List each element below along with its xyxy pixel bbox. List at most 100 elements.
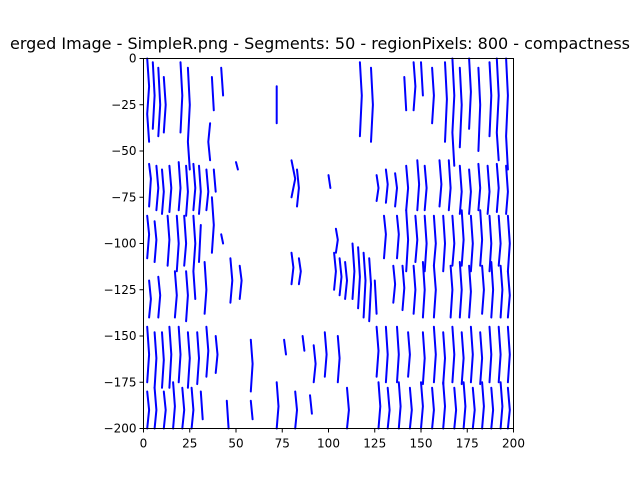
contour-segment-8 bbox=[220, 66, 225, 97]
contour-segment-152 bbox=[431, 386, 435, 430]
contour-segment-22 bbox=[495, 57, 500, 162]
contour-segment-47 bbox=[468, 168, 472, 215]
x-tick-label: 75 bbox=[275, 437, 290, 451]
contour-segment-7 bbox=[207, 122, 212, 162]
contour-segment-147 bbox=[377, 381, 382, 430]
contour-segment-37 bbox=[327, 174, 332, 189]
contour-segment-32 bbox=[205, 168, 210, 212]
contour-segment-10 bbox=[358, 61, 363, 138]
y-tick-label: −200 bbox=[104, 422, 137, 436]
contour-segment-67 bbox=[432, 214, 437, 267]
contour-segment-24 bbox=[148, 162, 152, 208]
contour-segment-72 bbox=[479, 209, 484, 267]
contour-segment-122 bbox=[396, 325, 400, 384]
contour-segment-81 bbox=[229, 257, 234, 304]
y-tick-label: 0 bbox=[129, 52, 137, 66]
contour-segment-137 bbox=[172, 381, 176, 430]
contour-segment-155 bbox=[462, 381, 467, 430]
contour-segment-49 bbox=[486, 164, 491, 215]
contour-segment-151 bbox=[420, 381, 424, 430]
contour-segment-48 bbox=[477, 162, 482, 212]
y-axis: 0 −25 −50 −75 −100 −125 −150 −175 −200 bbox=[104, 52, 144, 436]
contour-segment-42 bbox=[416, 159, 421, 212]
contour-segment-74 bbox=[497, 214, 502, 267]
contour-segment-133 bbox=[506, 325, 511, 384]
contour-segment-143 bbox=[275, 381, 280, 430]
contour-segment-135 bbox=[153, 386, 158, 430]
contour-segment-16 bbox=[444, 61, 448, 143]
contour-segment-50 bbox=[495, 162, 500, 213]
contour-segment-91 bbox=[368, 257, 372, 323]
x-tick-label: 25 bbox=[182, 437, 197, 451]
contour-segment-125 bbox=[432, 325, 437, 384]
x-tick-label: 0 bbox=[140, 437, 148, 451]
contour-segment-26 bbox=[161, 168, 165, 215]
y-tick-label: −175 bbox=[104, 375, 137, 389]
y-tick-label: −50 bbox=[111, 144, 136, 158]
contour-segment-156 bbox=[471, 386, 476, 430]
contour-segment-33 bbox=[212, 168, 217, 193]
contour-segment-104 bbox=[506, 270, 511, 319]
contour-segment-111 bbox=[196, 331, 200, 386]
x-tick-label: 175 bbox=[456, 437, 479, 451]
contour-segment-17 bbox=[451, 57, 456, 167]
contour-segment-51 bbox=[505, 164, 509, 215]
contour-segment-73 bbox=[488, 214, 493, 273]
contour-segment-105 bbox=[146, 325, 151, 384]
contour-segment-25 bbox=[155, 164, 160, 212]
contour-segment-144 bbox=[294, 390, 298, 430]
contour-segment-27 bbox=[168, 164, 173, 213]
contour-segment-62 bbox=[383, 214, 387, 260]
contour-segment-126 bbox=[442, 331, 446, 386]
contour-segment-158 bbox=[490, 386, 495, 430]
contour-segment-0 bbox=[146, 57, 151, 143]
contour-segment-115 bbox=[283, 338, 287, 356]
contour-segment-80 bbox=[203, 261, 208, 315]
contour-segment-69 bbox=[451, 214, 456, 267]
contour-segment-54 bbox=[166, 214, 171, 267]
contour-segment-59 bbox=[210, 196, 215, 254]
contour-segment-154 bbox=[453, 386, 458, 430]
contour-segment-99 bbox=[458, 261, 463, 319]
contour-segment-98 bbox=[449, 264, 454, 319]
contour-segment-132 bbox=[497, 325, 502, 384]
contour-segment-92 bbox=[373, 279, 378, 315]
contour-segment-113 bbox=[214, 335, 219, 374]
contour-segment-142 bbox=[249, 399, 254, 421]
contour-segment-118 bbox=[323, 331, 328, 378]
contour-segment-64 bbox=[405, 209, 410, 273]
contour-segment-57 bbox=[192, 214, 197, 300]
contour-segment-129 bbox=[469, 325, 474, 384]
contour-segment-90 bbox=[362, 251, 367, 319]
contour-segment-14 bbox=[420, 61, 424, 97]
contour-segment-45 bbox=[447, 159, 452, 212]
contour-segment-96 bbox=[421, 261, 426, 319]
contour-segment-84 bbox=[297, 257, 302, 286]
x-tick-label: 50 bbox=[228, 437, 243, 451]
contour-segment-116 bbox=[301, 335, 306, 352]
contour-segment-18 bbox=[458, 66, 463, 149]
contour-segment-148 bbox=[386, 386, 391, 430]
contour-segment-153 bbox=[442, 381, 446, 430]
y-tick-label: −150 bbox=[104, 329, 137, 343]
contour-segment-4 bbox=[179, 61, 184, 134]
contour-segment-149 bbox=[397, 381, 402, 430]
contour-segment-82 bbox=[238, 264, 243, 300]
contour-segment-127 bbox=[451, 325, 456, 384]
contour-segment-76 bbox=[148, 279, 152, 319]
contour-segment-86 bbox=[338, 257, 343, 297]
contour-segment-159 bbox=[499, 381, 504, 430]
contour-segment-123 bbox=[407, 331, 411, 378]
contour-segment-58 bbox=[198, 224, 202, 263]
contour-segment-157 bbox=[481, 381, 485, 430]
contour-segment-120 bbox=[375, 325, 380, 378]
contour-segment-20 bbox=[477, 66, 482, 152]
contour-segment-85 bbox=[333, 251, 337, 291]
contour-segment-88 bbox=[351, 242, 356, 300]
contour-segment-108 bbox=[168, 325, 173, 389]
contour-segment-56 bbox=[183, 214, 188, 267]
contour-segment-97 bbox=[432, 264, 437, 319]
contour-segment-55 bbox=[175, 214, 180, 273]
contour-segment-124 bbox=[421, 331, 426, 386]
contour-segment-139 bbox=[190, 386, 195, 430]
